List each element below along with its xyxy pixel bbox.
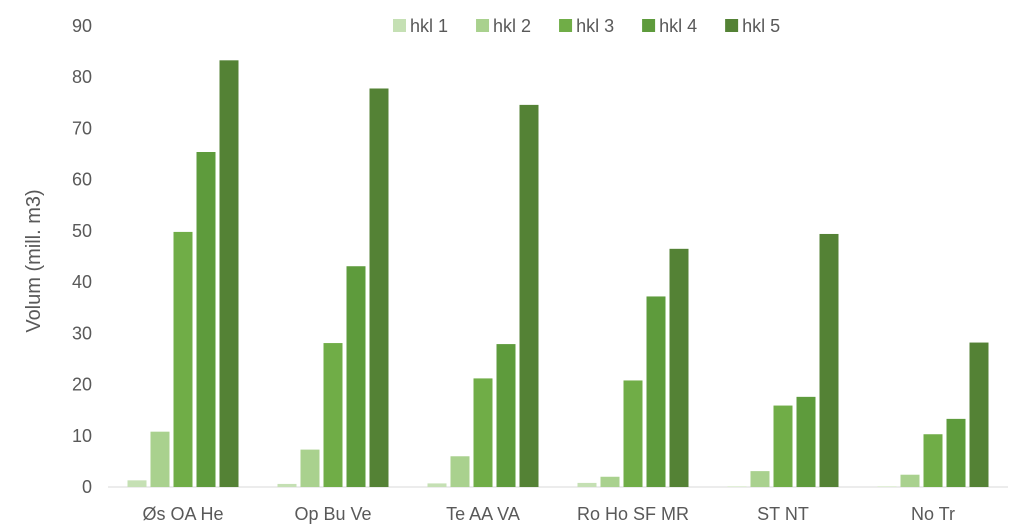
bar-hkl-2-1 xyxy=(300,449,320,487)
bar-hkl-3-5 xyxy=(923,434,943,487)
y-tick-label: 70 xyxy=(72,118,92,138)
y-axis-title: Volum (mill. m3) xyxy=(23,189,45,332)
y-tick-label: 30 xyxy=(72,323,92,343)
legend-label: hkl 4 xyxy=(659,16,697,36)
x-tick-label: Te AA VA xyxy=(446,504,520,524)
legend-label: hkl 3 xyxy=(576,16,614,36)
bars xyxy=(127,60,989,488)
legend-swatch xyxy=(476,19,490,32)
legend-label: hkl 1 xyxy=(410,16,448,36)
x-axis-ticks: Øs OA He Op Bu Ve Te AA VA Ro Ho SF MR ST NT… xyxy=(142,504,955,524)
y-tick-label: 20 xyxy=(72,375,92,395)
y-tick-label: 80 xyxy=(72,67,92,87)
legend: hkl 1 hkl 2 hkl 3 hkl 4 hkl 5 xyxy=(393,16,780,36)
y-tick-label: 60 xyxy=(72,170,92,190)
legend-swatch xyxy=(725,19,739,32)
x-tick-label: Øs OA He xyxy=(142,504,223,524)
y-axis-ticks: 0 10 20 30 40 50 60 70 80 90 xyxy=(72,16,92,497)
bar-hkl-2-5 xyxy=(900,474,920,487)
x-tick-label: Op Bu Ve xyxy=(294,504,371,524)
bar-hkl-2-3 xyxy=(600,476,620,487)
y-tick-label: 10 xyxy=(72,426,92,446)
bar-hkl-2-2 xyxy=(450,456,470,487)
bar-hkl-1-3 xyxy=(577,482,597,487)
bar-hkl-1-5 xyxy=(877,486,897,487)
bar-hkl-4-0 xyxy=(196,152,216,488)
bar-hkl-1-4 xyxy=(727,486,747,487)
x-tick-label: Ro Ho SF MR xyxy=(577,504,689,524)
bar-hkl-5-2 xyxy=(519,104,539,487)
bar-hkl-3-2 xyxy=(473,378,493,487)
bar-hkl-4-5 xyxy=(946,418,966,487)
legend-swatch xyxy=(642,19,656,32)
bar-hkl-4-2 xyxy=(496,344,516,487)
bar-hkl-3-1 xyxy=(323,343,343,487)
bar-hkl-1-0 xyxy=(127,480,147,487)
legend-swatch xyxy=(559,19,573,32)
x-tick-label: ST NT xyxy=(757,504,809,524)
bar-hkl-5-3 xyxy=(669,248,689,487)
bar-hkl-3-3 xyxy=(623,380,643,487)
bar-hkl-5-5 xyxy=(969,342,989,487)
bar-hkl-2-0 xyxy=(150,431,170,487)
bar-hkl-4-1 xyxy=(346,266,366,487)
bar-hkl-4-4 xyxy=(796,396,816,487)
y-tick-label: 0 xyxy=(82,477,92,497)
legend-label: hkl 2 xyxy=(493,16,531,36)
bar-hkl-5-0 xyxy=(219,60,239,488)
y-tick-label: 90 xyxy=(72,16,92,36)
legend-swatch xyxy=(393,19,406,32)
bar-hkl-1-1 xyxy=(277,483,297,487)
bar-hkl-3-0 xyxy=(173,231,193,487)
bar-hkl-5-4 xyxy=(819,233,839,487)
bar-hkl-2-4 xyxy=(750,471,770,487)
x-tick-label: No Tr xyxy=(911,504,955,524)
bar-hkl-1-2 xyxy=(427,483,447,487)
y-tick-label: 50 xyxy=(72,221,92,241)
legend-label: hkl 5 xyxy=(742,16,780,36)
bar-hkl-3-4 xyxy=(773,405,793,487)
bar-hkl-5-1 xyxy=(369,88,389,487)
bar-hkl-4-3 xyxy=(646,296,666,487)
y-tick-label: 40 xyxy=(72,272,92,292)
